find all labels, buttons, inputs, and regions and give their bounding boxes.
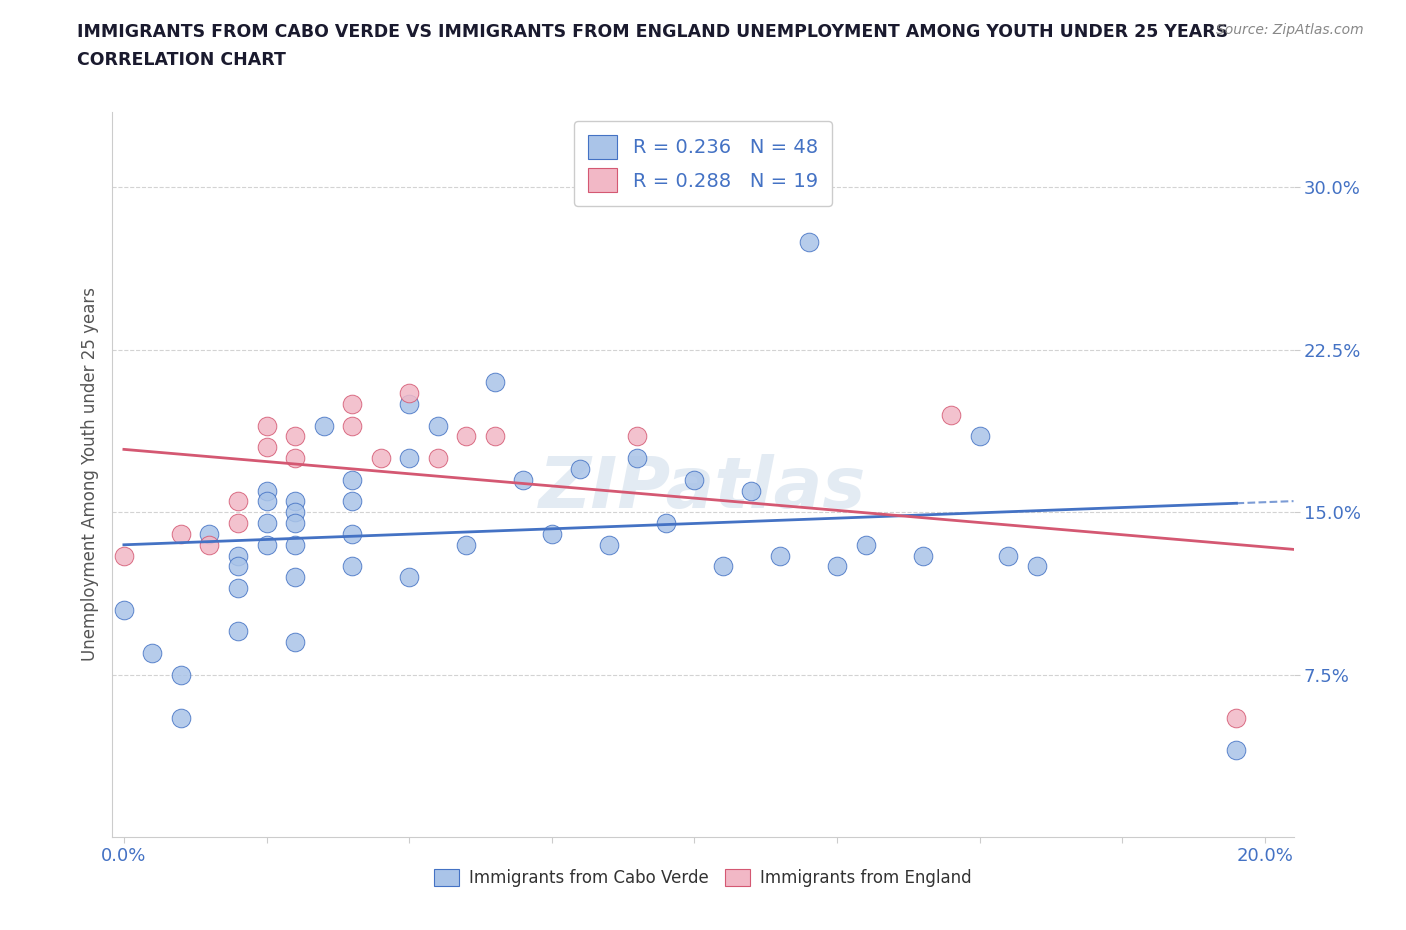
- Point: [540, 526, 562, 541]
- Point: [340, 494, 363, 509]
- Point: [626, 451, 648, 466]
- Point: [340, 559, 363, 574]
- Text: IMMIGRANTS FROM CABO VERDE VS IMMIGRANTS FROM ENGLAND UNEMPLOYMENT AMONG YOUTH U: IMMIGRANTS FROM CABO VERDE VS IMMIGRANTS…: [77, 23, 1229, 41]
- Point: [226, 624, 249, 639]
- Point: [256, 538, 278, 552]
- Point: [997, 548, 1019, 563]
- Point: [284, 451, 307, 466]
- Point: [398, 451, 420, 466]
- Point: [711, 559, 734, 574]
- Point: [398, 386, 420, 401]
- Y-axis label: Unemployment Among Youth under 25 years: Unemployment Among Youth under 25 years: [80, 287, 98, 661]
- Point: [284, 505, 307, 520]
- Point: [340, 472, 363, 487]
- Point: [683, 472, 706, 487]
- Point: [284, 570, 307, 585]
- Point: [256, 440, 278, 455]
- Point: [170, 667, 193, 682]
- Point: [256, 418, 278, 433]
- Text: Source: ZipAtlas.com: Source: ZipAtlas.com: [1216, 23, 1364, 37]
- Point: [256, 515, 278, 530]
- Point: [340, 396, 363, 411]
- Point: [426, 451, 449, 466]
- Point: [484, 375, 506, 390]
- Point: [370, 451, 392, 466]
- Point: [256, 494, 278, 509]
- Point: [456, 538, 478, 552]
- Point: [340, 418, 363, 433]
- Point: [797, 234, 820, 249]
- Text: CORRELATION CHART: CORRELATION CHART: [77, 51, 287, 69]
- Point: [226, 494, 249, 509]
- Point: [911, 548, 934, 563]
- Point: [226, 515, 249, 530]
- Point: [198, 538, 221, 552]
- Text: ZIPatlas: ZIPatlas: [540, 455, 866, 524]
- Point: [969, 429, 991, 444]
- Point: [769, 548, 792, 563]
- Point: [226, 559, 249, 574]
- Point: [284, 429, 307, 444]
- Point: [398, 570, 420, 585]
- Point: [456, 429, 478, 444]
- Point: [569, 461, 592, 476]
- Point: [112, 603, 135, 618]
- Point: [284, 634, 307, 649]
- Point: [112, 548, 135, 563]
- Point: [256, 483, 278, 498]
- Point: [655, 515, 678, 530]
- Point: [170, 526, 193, 541]
- Point: [598, 538, 620, 552]
- Point: [284, 494, 307, 509]
- Point: [740, 483, 762, 498]
- Point: [626, 429, 648, 444]
- Point: [512, 472, 534, 487]
- Point: [484, 429, 506, 444]
- Point: [340, 526, 363, 541]
- Legend: Immigrants from Cabo Verde, Immigrants from England: Immigrants from Cabo Verde, Immigrants f…: [427, 862, 979, 894]
- Point: [941, 407, 963, 422]
- Point: [198, 526, 221, 541]
- Point: [1225, 711, 1247, 725]
- Point: [398, 396, 420, 411]
- Point: [226, 580, 249, 595]
- Point: [1025, 559, 1047, 574]
- Point: [170, 711, 193, 725]
- Point: [825, 559, 848, 574]
- Point: [284, 538, 307, 552]
- Point: [426, 418, 449, 433]
- Point: [226, 548, 249, 563]
- Point: [141, 645, 163, 660]
- Point: [855, 538, 877, 552]
- Point: [312, 418, 335, 433]
- Point: [1225, 743, 1247, 758]
- Point: [284, 515, 307, 530]
